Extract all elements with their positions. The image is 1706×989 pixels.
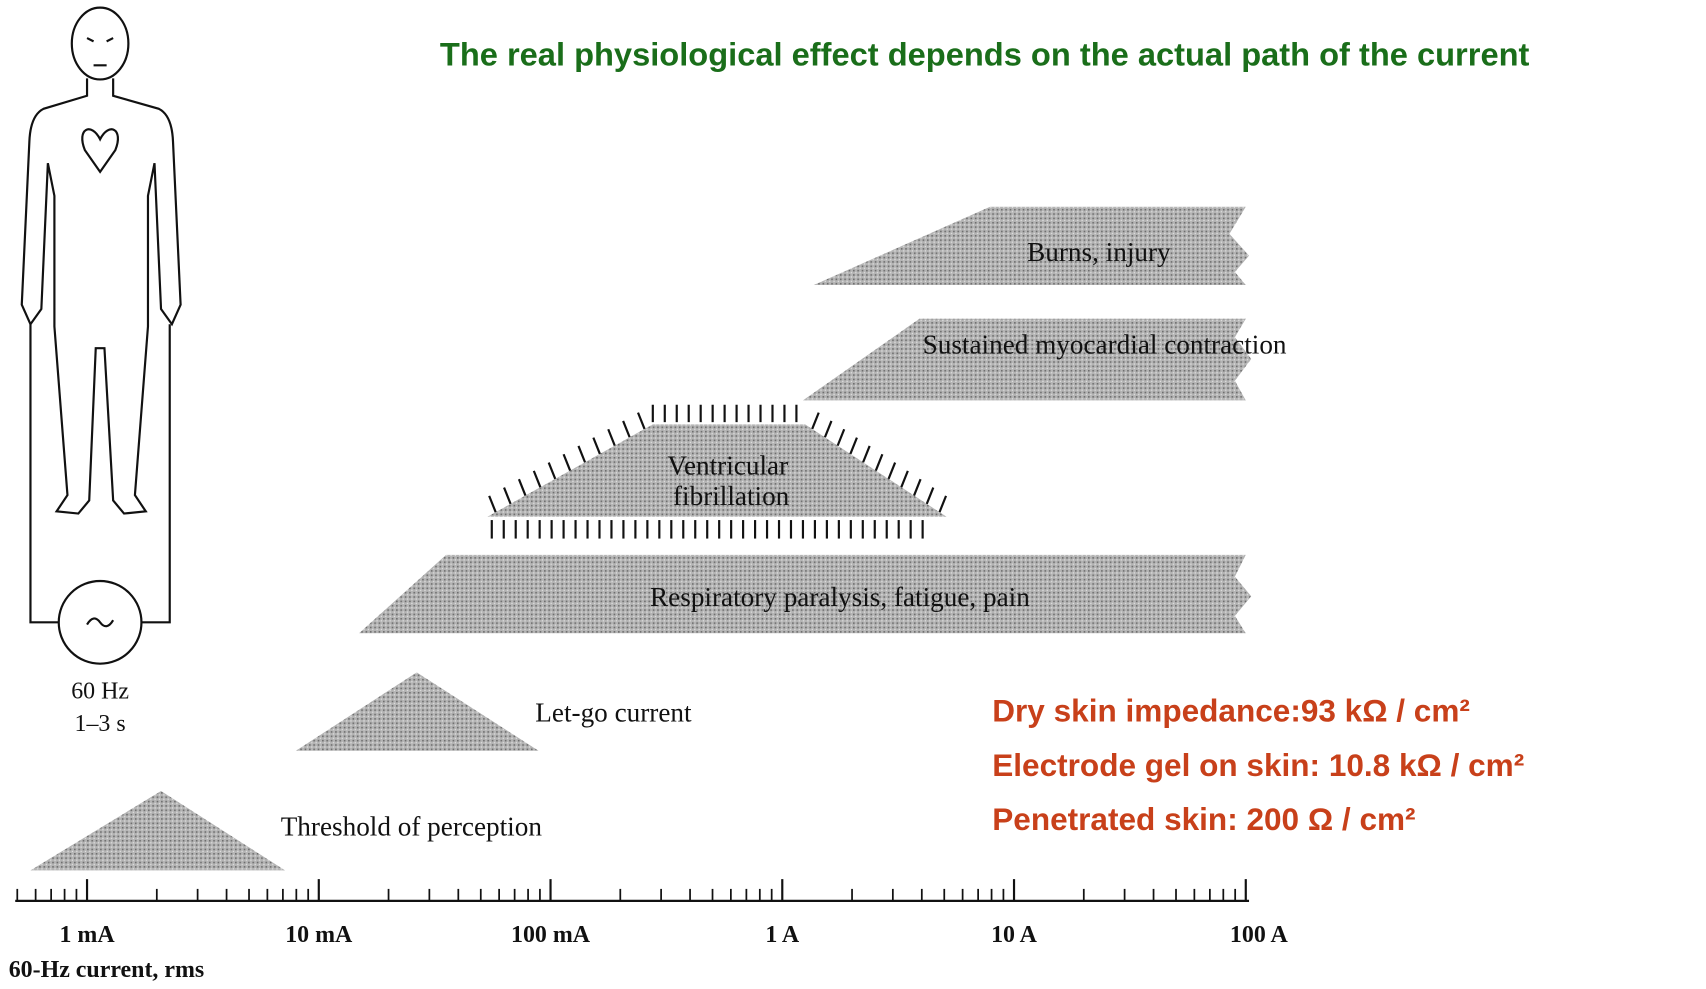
hatch — [504, 488, 511, 504]
hatch — [863, 446, 870, 462]
hatch — [876, 454, 883, 470]
hatch — [927, 488, 934, 504]
diagram: The real physiological effect depends on… — [0, 0, 1706, 989]
tick-label: 1 mA — [59, 922, 115, 948]
tick-label: 10 A — [991, 922, 1038, 948]
hatch — [534, 471, 541, 487]
hatch — [578, 446, 585, 462]
hatch — [608, 429, 615, 445]
hatch — [638, 413, 645, 429]
hatch — [825, 421, 832, 437]
note: Dry skin impedance:93 kΩ / cm² — [992, 692, 1470, 728]
tick-label: 10 mA — [285, 922, 353, 948]
region-label: Burns, injury — [1027, 237, 1171, 267]
source-duration: 1–3 s — [75, 711, 126, 737]
hatch — [901, 471, 908, 487]
region-label-line: fibrillation — [673, 481, 790, 511]
region-label: Respiratory paralysis, fatigue, pain — [650, 582, 1030, 612]
axis-labels: 1 mA 10 mA 100 mA 1 A 10 A 100 A — [59, 922, 1288, 948]
hatch — [939, 496, 946, 512]
human-figure — [22, 8, 181, 514]
hatch — [564, 454, 571, 470]
hatch — [623, 421, 630, 437]
tick-label: 100 mA — [511, 922, 591, 948]
hatch — [489, 496, 496, 512]
title: The real physiological effect depends on… — [440, 35, 1530, 72]
circuit — [30, 324, 169, 663]
region-shape — [296, 672, 539, 750]
note: Electrode gel on skin: 10.8 kΩ / cm² — [992, 747, 1524, 783]
region-label: Let-go current — [535, 697, 692, 727]
region-label: Sustained myocardial contraction — [923, 330, 1287, 360]
hatch — [593, 438, 600, 454]
hatch — [549, 463, 556, 479]
region-label: Threshold of perception — [281, 812, 543, 842]
region-label: Ventricular fibrillation — [667, 450, 795, 510]
hatch — [914, 479, 921, 495]
hatch — [519, 479, 526, 495]
region-label-line: Ventricular — [667, 450, 788, 480]
tick-label: 100 A — [1230, 922, 1289, 948]
region-shape — [30, 791, 285, 870]
source-frequency: 60 Hz — [71, 679, 129, 705]
hatch — [838, 429, 845, 445]
note: Penetrated skin: 200 Ω / cm² — [992, 801, 1415, 837]
axis-title: 60-Hz current, rms — [9, 957, 205, 983]
hatch — [889, 463, 896, 479]
axis-ticks — [17, 879, 1245, 901]
tick-label: 1 A — [765, 922, 800, 948]
hatch — [850, 438, 857, 454]
hatch — [812, 413, 819, 429]
